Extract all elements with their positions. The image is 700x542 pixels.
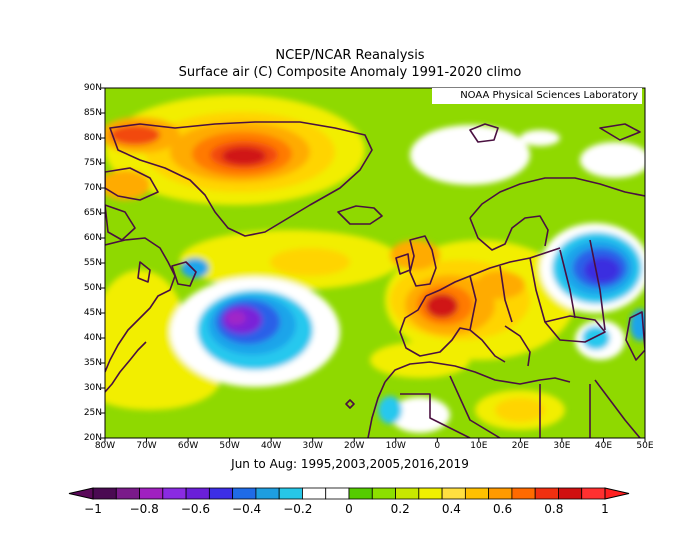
anomaly-field — [105, 88, 645, 438]
coastlines — [105, 121, 645, 438]
colorbar-over-arrow — [604, 487, 630, 500]
anomaly-contour-orange — [475, 271, 525, 299]
latitude-label: 50N — [83, 283, 102, 293]
colorbar-swatch — [348, 487, 373, 500]
anomaly-contour-yellow — [370, 342, 470, 378]
colorbar-tick-label: 0.4 — [441, 502, 461, 516]
longitude-label: 30W — [302, 441, 323, 451]
anomaly-contour-cyan — [582, 326, 610, 350]
colorbar-tick-label: −0.6 — [180, 502, 210, 516]
anomaly-contour-white — [520, 130, 560, 146]
colorbar-swatch — [325, 487, 350, 500]
colorbar-swatch — [371, 487, 396, 500]
colorbar-tick-label: 0.8 — [544, 502, 564, 516]
longitude-label: 10W — [385, 441, 406, 451]
credit-label: NOAA Physical Sciences Laboratory — [432, 88, 642, 104]
anomaly-contour-white — [410, 125, 530, 185]
anomaly-contour-magenta — [226, 311, 246, 325]
latitude-label: 85N — [83, 108, 102, 118]
latitude-label: 75N — [83, 158, 102, 168]
longitude-label: 20E — [511, 441, 529, 451]
colorbar-swatch — [139, 487, 164, 500]
colorbar-swatch — [185, 487, 210, 500]
longitude-label: 30E — [553, 441, 571, 451]
latitude-label: 25N — [83, 408, 102, 418]
longitude-label: 40W — [260, 441, 282, 451]
anomaly-contour-gold — [495, 398, 545, 422]
latitude-label: 60N — [83, 233, 102, 243]
anomaly-contour-red_orange — [110, 125, 160, 145]
anomaly-contour-orange — [390, 240, 440, 270]
colorbar — [68, 487, 630, 500]
colorbar-tick-label: −0.4 — [232, 502, 262, 516]
longitude-label: 80W — [94, 441, 116, 451]
colorbar-swatch — [232, 487, 257, 500]
colorbar-tick-label: −1 — [84, 502, 102, 516]
colorbar-swatch — [534, 487, 559, 500]
anomaly-contour-gold — [270, 248, 350, 276]
longitude-label: 20W — [344, 441, 365, 451]
colorbar-swatch — [302, 487, 327, 500]
colorbar-tick-label: −0.2 — [283, 502, 313, 516]
latitude-label: 35N — [83, 358, 102, 368]
colorbar-swatch — [488, 487, 513, 500]
colorbar-swatch — [278, 487, 303, 500]
latitude-label: 65N — [83, 208, 102, 218]
longitude-label: 0 — [434, 441, 441, 451]
colorbar-under-arrow — [68, 487, 94, 500]
season-years-label: Jun to Aug: 1995,2003,2005,2016,2019 — [231, 457, 469, 471]
colorbar-swatch — [441, 487, 466, 500]
anomaly-contour-white — [580, 142, 645, 178]
anomaly-contour-orange — [105, 170, 150, 200]
anomaly-contour-red — [426, 294, 458, 318]
latitude-label: 30N — [83, 383, 102, 393]
chart-subtitle: Surface air (C) Composite Anomaly 1991-2… — [178, 65, 522, 80]
latitude-label: 45N — [83, 308, 102, 318]
longitude-label: 50W — [219, 441, 240, 451]
longitude-label: 10E — [470, 441, 488, 451]
anomaly-contour-red — [222, 147, 266, 165]
colorbar-tick-label: 1 — [601, 502, 609, 516]
longitude-label: 40E — [594, 441, 613, 451]
colorbar-tick-label: 0.6 — [493, 502, 513, 516]
colorbar-swatch — [115, 487, 140, 500]
colorbar-tick-label: 0 — [345, 502, 353, 516]
anomaly-contour-white — [390, 397, 450, 433]
latitude-label: 80N — [83, 133, 102, 143]
colorbar-tick-label: −0.8 — [129, 502, 159, 516]
colorbar-swatch — [395, 487, 420, 500]
colorbar-swatch — [92, 487, 117, 500]
longitude-label: 70W — [136, 441, 157, 451]
anomaly-contour-deep_blue — [584, 257, 620, 283]
colorbar-tick-label: 0.2 — [390, 502, 410, 516]
longitude-label: 50E — [636, 441, 654, 451]
colorbar-swatch — [581, 487, 606, 500]
latitude-label: 55N — [83, 258, 102, 268]
colorbar-swatch — [558, 487, 583, 500]
latitude-label: 70N — [83, 183, 102, 193]
colorbar-swatch — [464, 487, 490, 500]
colorbar-swatch — [418, 487, 443, 500]
latitude-label: 40N — [83, 333, 102, 343]
colorbar-swatch — [208, 487, 234, 500]
colorbar-swatch — [511, 487, 536, 500]
latitude-label: 90N — [83, 83, 102, 93]
latitude-label: 20N — [83, 433, 102, 443]
anomaly-contour-cyan — [378, 396, 402, 424]
chart-title: NCEP/NCAR Reanalysis — [275, 48, 425, 63]
longitude-label: 60W — [177, 441, 199, 451]
colorbar-swatch — [255, 487, 280, 500]
colorbar-swatch — [162, 487, 187, 500]
